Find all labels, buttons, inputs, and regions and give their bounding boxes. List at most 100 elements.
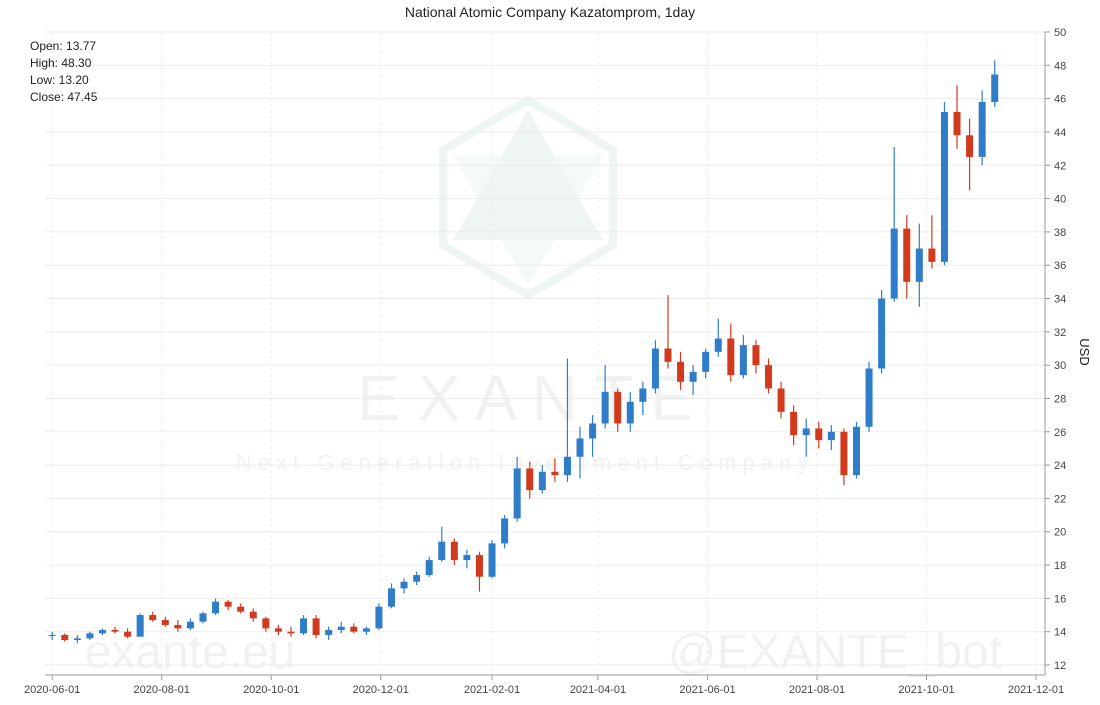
x-tick-label: 2020-10-01 (243, 684, 299, 696)
candle-body (802, 428, 810, 436)
y-tick-label: 44 (1054, 127, 1066, 139)
candle-body (827, 431, 835, 441)
candle-body (589, 423, 597, 439)
candle-body (501, 518, 509, 544)
candle-body (212, 601, 220, 614)
candle-body (614, 391, 622, 424)
y-tick-label: 36 (1054, 260, 1066, 272)
candle-body (526, 468, 534, 491)
watermark: exante.eu (85, 626, 296, 679)
y-tick-label: 46 (1054, 94, 1066, 106)
candle-body (714, 338, 722, 352)
y-tick-label: 14 (1054, 627, 1066, 639)
candle-body (86, 633, 94, 639)
candle-body (601, 391, 609, 424)
candle-body (136, 615, 144, 637)
candle-body (677, 361, 685, 382)
candle-body (450, 541, 458, 561)
candle-body (739, 345, 747, 376)
watermark-logo (439, 95, 617, 300)
ohlc-info: Close: 47.45 (30, 90, 98, 104)
candle-body (438, 541, 446, 561)
candle-body (287, 631, 295, 634)
candle-body (626, 401, 634, 424)
watermark: Next Generation Investment Company (236, 450, 814, 475)
candle-body (387, 588, 395, 607)
candle-body (651, 348, 659, 389)
candle-body (890, 228, 898, 299)
candle-body (199, 613, 207, 622)
candle-body (488, 543, 496, 577)
candle-body (765, 365, 773, 389)
candle-body (953, 111, 961, 136)
candle-body (790, 411, 798, 436)
y-tick-label: 16 (1054, 593, 1066, 605)
candle-body (639, 388, 647, 402)
y-tick-label: 32 (1054, 327, 1066, 339)
y-tick-label: 22 (1054, 493, 1066, 505)
chart-title: National Atomic Company Kazatomprom, 1da… (405, 4, 695, 20)
candle-body (752, 345, 760, 366)
watermark: @EXANTE_bot (668, 626, 1002, 679)
candle-body (865, 368, 873, 427)
y-tick-label: 38 (1054, 227, 1066, 239)
candle-body (966, 135, 974, 157)
candle-body (978, 101, 986, 157)
y-axis-label: USD (1077, 338, 1092, 365)
candle-body (777, 388, 785, 412)
candle-body (576, 438, 584, 457)
candle-body (815, 428, 823, 441)
candle-body (852, 426, 860, 476)
candle-body (940, 111, 948, 262)
y-tick-label: 24 (1054, 460, 1066, 472)
ohlc-info: Low: 13.20 (30, 73, 89, 87)
y-tick-label: 34 (1054, 294, 1066, 306)
x-tick-label: 2020-08-01 (134, 684, 190, 696)
y-tick-label: 20 (1054, 527, 1066, 539)
candle-body (689, 371, 697, 382)
candle-body (111, 630, 119, 632)
candle-body (702, 351, 710, 372)
ohlc-info: Open: 13.77 (30, 39, 96, 53)
candle-body (61, 635, 69, 641)
candle-body (237, 606, 245, 612)
candle-body (425, 560, 433, 576)
candle-body (274, 628, 282, 632)
candle-body (98, 630, 106, 634)
candle-body (664, 348, 672, 362)
y-tick-label: 18 (1054, 560, 1066, 572)
candle-body (538, 471, 546, 491)
candle-body (375, 606, 383, 629)
x-tick-label: 2020-06-01 (24, 684, 80, 696)
candle-body (262, 618, 270, 629)
candle-body (149, 615, 157, 621)
x-tick-label: 2021-10-01 (898, 684, 954, 696)
x-tick-label: 2021-06-01 (679, 684, 735, 696)
candle-body (350, 626, 358, 632)
candle-body (224, 601, 232, 607)
y-tick-label: 50 (1054, 27, 1066, 39)
y-tick-label: 48 (1054, 60, 1066, 72)
candle-body (249, 611, 257, 619)
candle-body (991, 74, 999, 102)
candle-body (161, 620, 169, 626)
y-tick-label: 26 (1054, 427, 1066, 439)
candle-body (362, 628, 370, 632)
y-tick-label: 28 (1054, 393, 1066, 405)
x-tick-label: 2021-02-01 (464, 684, 520, 696)
candle-body (727, 338, 735, 376)
y-tick-label: 30 (1054, 360, 1066, 372)
candle-body (73, 638, 81, 641)
x-tick-label: 2020-12-01 (353, 684, 409, 696)
candle-body (300, 618, 308, 634)
candle-body (928, 248, 936, 262)
candle-body (124, 631, 132, 637)
candle-body (312, 618, 320, 636)
candle-body (463, 555, 471, 561)
y-tick-label: 40 (1054, 194, 1066, 206)
candle-body (174, 625, 182, 629)
candle-body (186, 621, 194, 629)
candle-body (551, 471, 559, 476)
